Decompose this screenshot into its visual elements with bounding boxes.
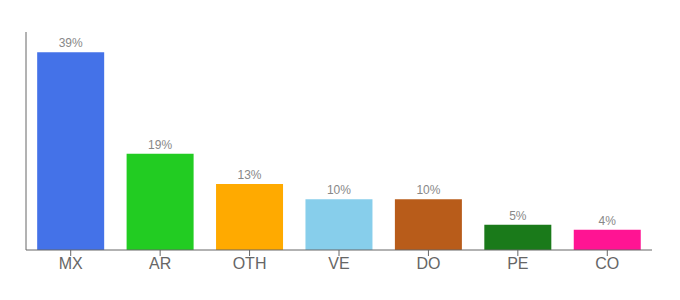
svg-text:CO: CO [595, 255, 619, 272]
svg-text:DO: DO [416, 255, 440, 272]
svg-text:19%: 19% [148, 138, 172, 152]
svg-text:39%: 39% [59, 36, 83, 50]
svg-text:10%: 10% [416, 183, 440, 197]
svg-text:5%: 5% [509, 209, 527, 223]
svg-text:OTH: OTH [233, 255, 267, 272]
svg-text:AR: AR [149, 255, 171, 272]
svg-text:MX: MX [59, 255, 83, 272]
svg-text:10%: 10% [327, 183, 351, 197]
svg-text:4%: 4% [599, 214, 617, 228]
svg-text:VE: VE [328, 255, 349, 272]
svg-text:PE: PE [507, 255, 528, 272]
svg-text:13%: 13% [238, 168, 262, 182]
